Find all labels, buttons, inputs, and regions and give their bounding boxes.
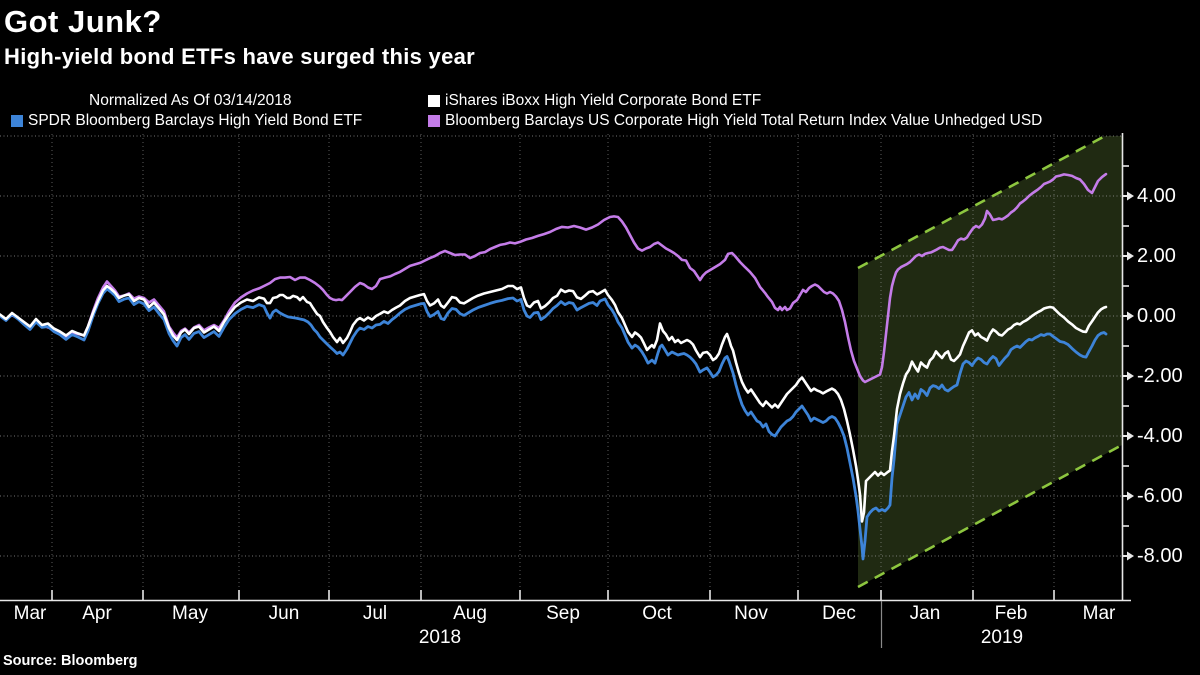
y-axis-tick-arrow <box>1127 251 1134 261</box>
x-axis-month-label: Aug <box>453 603 487 624</box>
y-axis-label: 4.00 <box>1137 185 1176 207</box>
legend-item-ishares: iShares iBoxx High Yield Corporate Bond … <box>428 92 761 109</box>
legend-note: Normalized As Of 03/14/2018 <box>89 92 291 109</box>
y-axis-label: -2.00 <box>1137 365 1183 387</box>
legend-item-label: Bloomberg Barclays US Corporate High Yie… <box>445 111 1043 129</box>
series-line-index <box>0 172 1108 384</box>
page-title: Got Junk? <box>4 4 162 39</box>
legend-note-label: Normalized As Of 03/14/2018 <box>89 91 292 109</box>
x-axis-month-label: Mar <box>1083 603 1116 624</box>
y-axis-label: 2.00 <box>1137 245 1176 267</box>
y-axis-label: -6.00 <box>1137 485 1183 507</box>
x-axis-year-label: 2018 <box>419 627 461 648</box>
y-axis-label: -8.00 <box>1137 545 1183 567</box>
source-note: Source: Bloomberg <box>3 653 138 669</box>
x-axis-month-label: Dec <box>822 603 856 624</box>
series-line-ishares <box>0 284 1108 523</box>
x-axis-month-label: Mar <box>14 603 47 624</box>
y-axis-tick-arrow <box>1127 551 1134 561</box>
y-axis-tick-arrow <box>1127 491 1134 501</box>
x-axis-year-label: 2019 <box>981 627 1023 648</box>
legend-item-label: iShares iBoxx High Yield Corporate Bond … <box>445 91 762 109</box>
x-axis-month-label: Oct <box>642 603 672 624</box>
y-axis-label: 0.00 <box>1137 305 1176 327</box>
x-axis-month-label: Sep <box>546 603 580 624</box>
y-axis-label: -4.00 <box>1137 425 1183 447</box>
legend-item-label: SPDR Bloomberg Barclays High Yield Bond … <box>28 111 363 129</box>
series-line-spdr <box>0 287 1108 561</box>
x-axis-month-label: Nov <box>734 603 768 624</box>
x-axis-month-label: Jul <box>363 603 387 624</box>
y-axis-tick-arrow <box>1127 311 1134 321</box>
x-axis-month-label: May <box>172 603 208 624</box>
trend-channel-upper-line <box>857 134 1106 270</box>
trend-channel-lower-line <box>857 443 1123 589</box>
spdr-swatch-icon <box>11 114 23 127</box>
y-axis-tick-arrow <box>1127 431 1134 441</box>
x-axis-month-label: Jan <box>910 603 941 624</box>
x-axis-month-label: Feb <box>995 603 1028 624</box>
page-subtitle: High-yield bond ETFs have surged this ye… <box>4 44 476 69</box>
legend-item-index: Bloomberg Barclays US Corporate High Yie… <box>428 112 1042 129</box>
x-axis-month-label: Apr <box>82 603 112 624</box>
y-axis-tick-arrow <box>1127 191 1134 201</box>
ishares-swatch-icon <box>428 94 440 107</box>
y-axis-tick-arrow <box>1127 371 1134 381</box>
legend-item-spdr: SPDR Bloomberg Barclays High Yield Bond … <box>11 112 362 129</box>
index-swatch-icon <box>428 114 440 127</box>
x-axis-month-label: Jun <box>269 603 300 624</box>
